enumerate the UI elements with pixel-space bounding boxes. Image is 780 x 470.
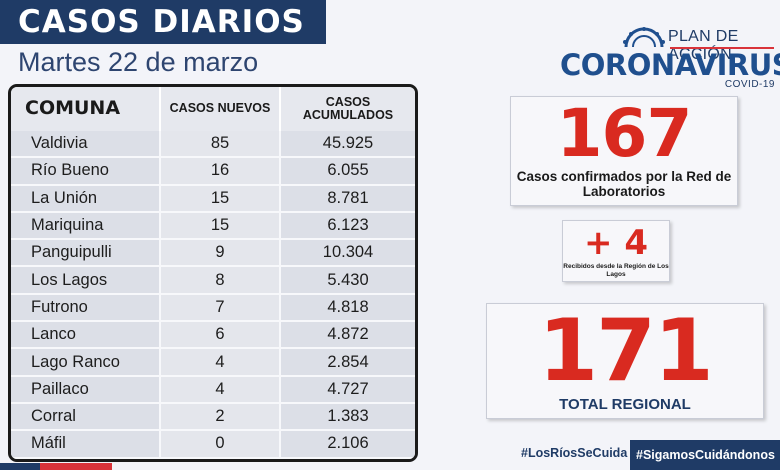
cell-nuevos: 15 [159, 212, 279, 239]
cell-acumulados: 2.106 [279, 431, 415, 457]
received-cases-value: + 4 [584, 223, 648, 263]
cell-comuna: Corral [11, 403, 159, 430]
cell-comuna: Mariquina [11, 212, 159, 239]
regional-total-value: 171 [538, 301, 714, 401]
logo-divider [670, 47, 774, 49]
cell-comuna: Paillaco [11, 376, 159, 402]
cell-nuevos: 6 [159, 322, 279, 348]
table-row: La Unión 15 8.781 [11, 185, 415, 213]
cell-acumulados: 4.818 [279, 294, 415, 321]
cell-comuna: Máfil [11, 431, 159, 457]
report-date: Martes 22 de marzo [18, 47, 259, 77]
footer-stripe-red [40, 463, 112, 470]
table-header: COMUNA CASOS NUEVOS CASOS ACUMULADOS [11, 87, 415, 131]
table-row: Máfil 0 2.106 [11, 431, 415, 459]
cell-acumulados: 6.123 [279, 212, 415, 239]
cell-nuevos: 15 [159, 185, 279, 211]
cell-nuevos: 85 [159, 131, 279, 157]
table-row: Valdivia 85 45.925 [11, 131, 415, 159]
logo-covid-text: COVID-19 [724, 79, 775, 90]
cell-nuevos: 16 [159, 158, 279, 184]
cell-acumulados: 2.854 [279, 349, 415, 375]
table-body: Valdivia 85 45.925 Río Bueno 16 6.055 La Uni… [11, 131, 415, 459]
cell-comuna: Lanco [11, 322, 159, 348]
cell-comuna: Panguipulli [11, 240, 159, 266]
cell-comuna: Río Bueno [11, 158, 159, 184]
cases-table: COMUNA CASOS NUEVOS CASOS ACUMULADOS Val… [8, 84, 418, 462]
regional-total-card: 171 TOTAL REGIONAL [486, 303, 764, 419]
cell-acumulados: 10.304 [279, 240, 415, 266]
cell-acumulados: 6.055 [279, 158, 415, 184]
cell-comuna: Los Lagos [11, 267, 159, 293]
header-casos-acumulados: CASOS ACUMULADOS [279, 87, 415, 131]
logo-coronavirus-text: CORONAVIRUS [560, 48, 780, 82]
cell-acumulados: 4.872 [279, 322, 415, 348]
cell-nuevos: 9 [159, 240, 279, 266]
virus-icon [623, 27, 665, 48]
cell-acumulados: 8.781 [279, 185, 415, 211]
table-row: Los Lagos 8 5.430 [11, 267, 415, 295]
plan-coronavirus-logo: PLAN DE ACCIÓN CORONAVIRUS COVID-19 [560, 22, 780, 94]
table-row: Lago Ranco 4 2.854 [11, 349, 415, 377]
cell-nuevos: 4 [159, 349, 279, 375]
received-cases-label: Recibidos desde la Región de Los Lagos [563, 263, 669, 278]
cell-comuna: Valdivia [11, 131, 159, 157]
confirmed-cases-label: Casos confirmados por la Red de Laborato… [516, 169, 732, 199]
table-row: Corral 2 1.383 [11, 403, 415, 432]
footer-stripe-blue [0, 463, 40, 470]
table-row: Río Bueno 16 6.055 [11, 158, 415, 186]
confirmed-cases-value: 167 [556, 95, 693, 172]
received-cases-card: + 4 Recibidos desde la Región de Los Lag… [562, 220, 670, 282]
table-row: Panguipulli 9 10.304 [11, 240, 415, 268]
hashtag-sigamos: #SigamosCuidándonos [630, 440, 780, 470]
cell-nuevos: 0 [159, 431, 279, 457]
hashtag-losrios: #LosRíosSeCuida [521, 446, 628, 460]
cell-acumulados: 45.925 [279, 131, 415, 157]
cell-nuevos: 4 [159, 376, 279, 402]
cell-nuevos: 2 [159, 403, 279, 430]
cell-acumulados: 4.727 [279, 376, 415, 402]
table-row: Paillaco 4 4.727 [11, 376, 415, 404]
cell-nuevos: 8 [159, 267, 279, 293]
logo-plan-text: PLAN DE ACCIÓN [668, 28, 739, 63]
cell-acumulados: 5.430 [279, 267, 415, 293]
header-casos-nuevos: CASOS NUEVOS [159, 87, 279, 131]
table-row: Mariquina 15 6.123 [11, 212, 415, 241]
table-row: Futrono 7 4.818 [11, 294, 415, 323]
cell-comuna: La Unión [11, 185, 159, 211]
cell-comuna: Lago Ranco [11, 349, 159, 375]
cell-nuevos: 7 [159, 294, 279, 321]
header-comuna: COMUNA [11, 87, 159, 131]
cell-acumulados: 1.383 [279, 403, 415, 430]
regional-total-label: TOTAL REGIONAL [559, 396, 691, 413]
confirmed-cases-card: 167 Casos confirmados por la Red de Labo… [510, 96, 738, 206]
table-row: Lanco 6 4.872 [11, 322, 415, 350]
page-title: CASOS DIARIOS [0, 0, 326, 44]
cell-comuna: Futrono [11, 294, 159, 321]
